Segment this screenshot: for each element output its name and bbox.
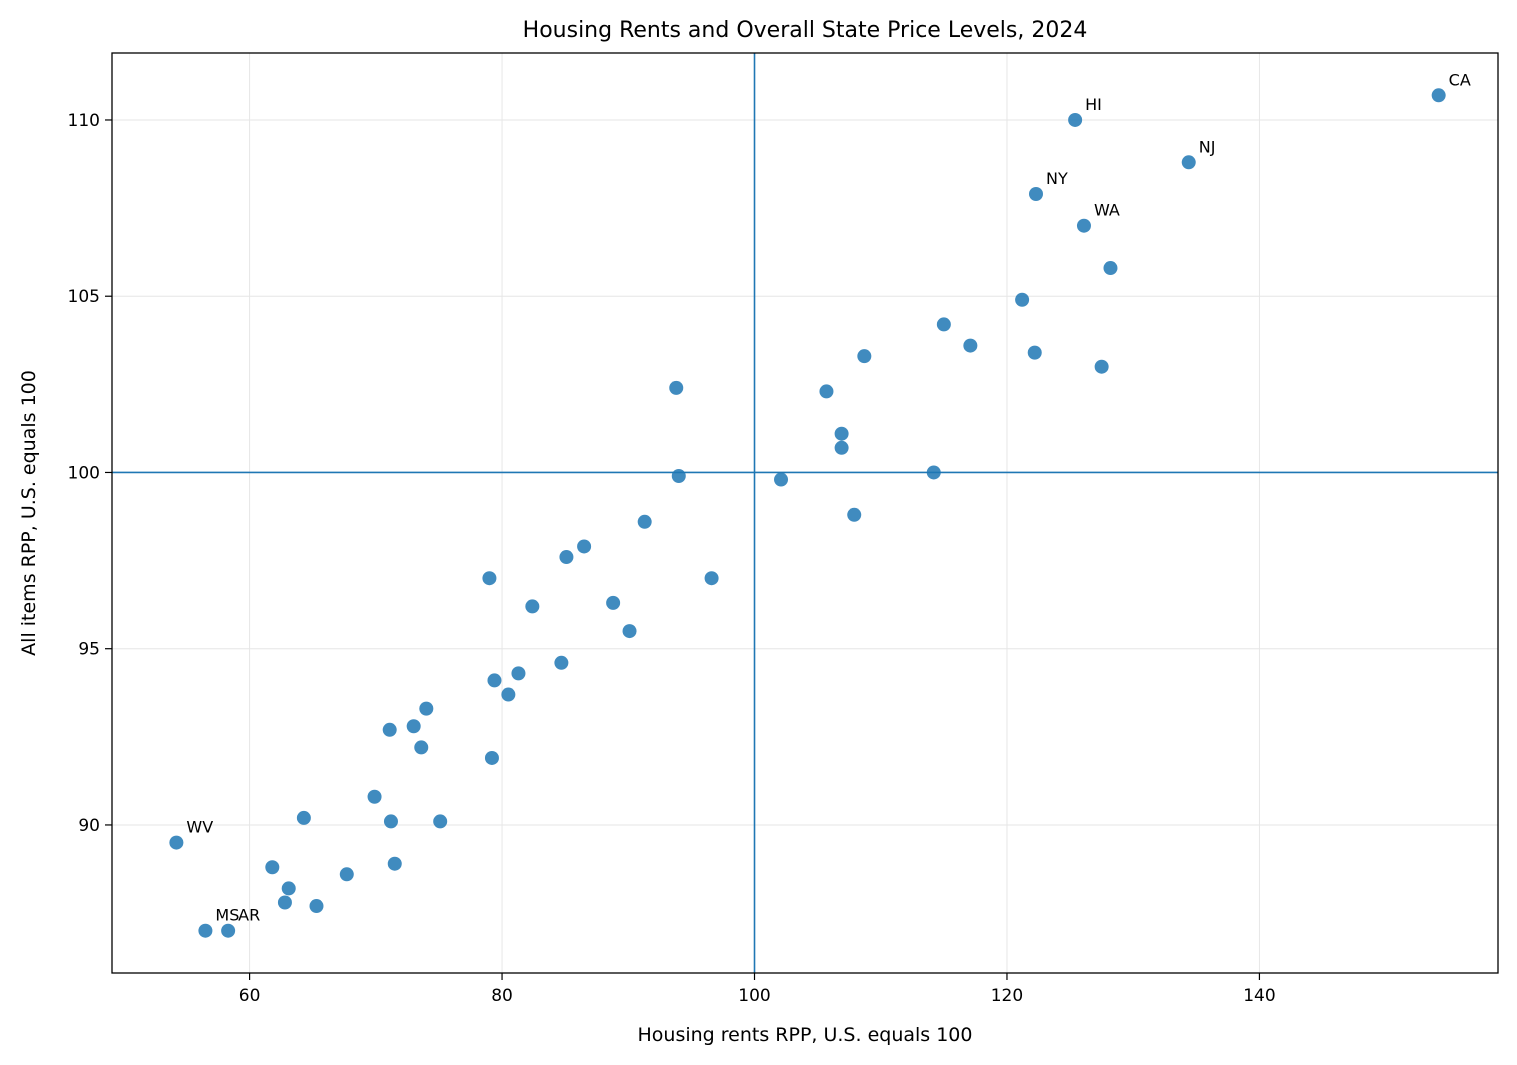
data-point: [554, 655, 569, 670]
point-label: WA: [1094, 201, 1120, 220]
data-point: [834, 440, 849, 455]
y-axis-ticks: 90 95 100 105 110: [68, 111, 112, 836]
data-point: [847, 507, 862, 522]
data-point: [1015, 292, 1030, 307]
chart-title: Housing Rents and Overall State Price Le…: [523, 18, 1088, 43]
y-axis-label: All items RPP, U.S. equals 100: [18, 370, 40, 656]
data-point: [559, 550, 574, 565]
data-point: [383, 814, 398, 829]
data-point: [387, 856, 402, 871]
data-point: [606, 595, 621, 610]
point-label: MS: [215, 906, 239, 925]
data-point: [963, 338, 978, 353]
data-point: [482, 571, 497, 586]
point-label: WV: [186, 818, 213, 837]
data-point: [1103, 261, 1118, 276]
data-point: [577, 539, 592, 554]
data-point: [511, 666, 526, 681]
y-tick-label: 110: [68, 111, 100, 131]
point-label: HI: [1085, 95, 1102, 114]
x-tick-label: 140: [1243, 986, 1275, 1006]
data-point: [622, 624, 637, 639]
data-point: [367, 789, 382, 804]
y-tick-label: 105: [68, 287, 100, 307]
data-point: [669, 380, 684, 395]
data-point: [281, 881, 296, 896]
y-tick-label: 100: [68, 463, 100, 483]
data-point: [1027, 345, 1042, 360]
data-point: [834, 426, 849, 441]
data-point: [277, 895, 292, 910]
data-point: [221, 923, 236, 938]
x-tick-label: 60: [239, 986, 261, 1006]
data-point: [671, 468, 686, 483]
point-label: AR: [238, 906, 260, 925]
data-point: [936, 317, 951, 332]
y-tick-label: 90: [78, 816, 100, 836]
reference-lines: [112, 53, 1498, 973]
data-point: [1431, 88, 1446, 103]
data-point: [309, 899, 324, 914]
x-tick-label: 80: [491, 986, 513, 1006]
data-point: [1029, 186, 1043, 201]
grid-lines: [112, 53, 1498, 973]
data-point: [501, 687, 516, 702]
point-label: CA: [1449, 70, 1471, 89]
data-point: [484, 750, 499, 765]
data-point: [382, 722, 397, 737]
data-point: [406, 719, 421, 734]
x-axis-ticks: 60 80 100 120 140: [239, 973, 1276, 1006]
data-point: [339, 867, 354, 882]
data-point: [1076, 218, 1091, 233]
data-point: [1094, 359, 1109, 374]
data-point: [198, 923, 213, 938]
data-point: [169, 835, 184, 850]
plot-frame: [111, 52, 1499, 974]
data-point: [433, 814, 448, 829]
data-point: [637, 514, 652, 529]
point-label: NJ: [1199, 137, 1216, 156]
y-tick-label: 95: [78, 640, 100, 660]
data-point: [525, 599, 540, 614]
data-point: [926, 465, 941, 480]
data-point: [296, 810, 311, 825]
data-point: [1068, 112, 1083, 127]
data-point: [819, 384, 834, 399]
data-point: [704, 571, 719, 586]
data-point: [414, 740, 429, 755]
x-tick-label: 100: [738, 986, 770, 1006]
data-point: [419, 701, 434, 716]
x-axis-label: Housing rents RPP, U.S. equals 100: [638, 1024, 973, 1046]
data-point: [265, 860, 280, 875]
x-tick-label: 120: [991, 986, 1023, 1006]
data-point: [774, 472, 789, 487]
data-point: [487, 673, 502, 688]
data-points: [169, 88, 1446, 938]
data-point: [857, 349, 872, 364]
point-label: NY: [1046, 169, 1068, 188]
data-point: [1181, 155, 1196, 170]
